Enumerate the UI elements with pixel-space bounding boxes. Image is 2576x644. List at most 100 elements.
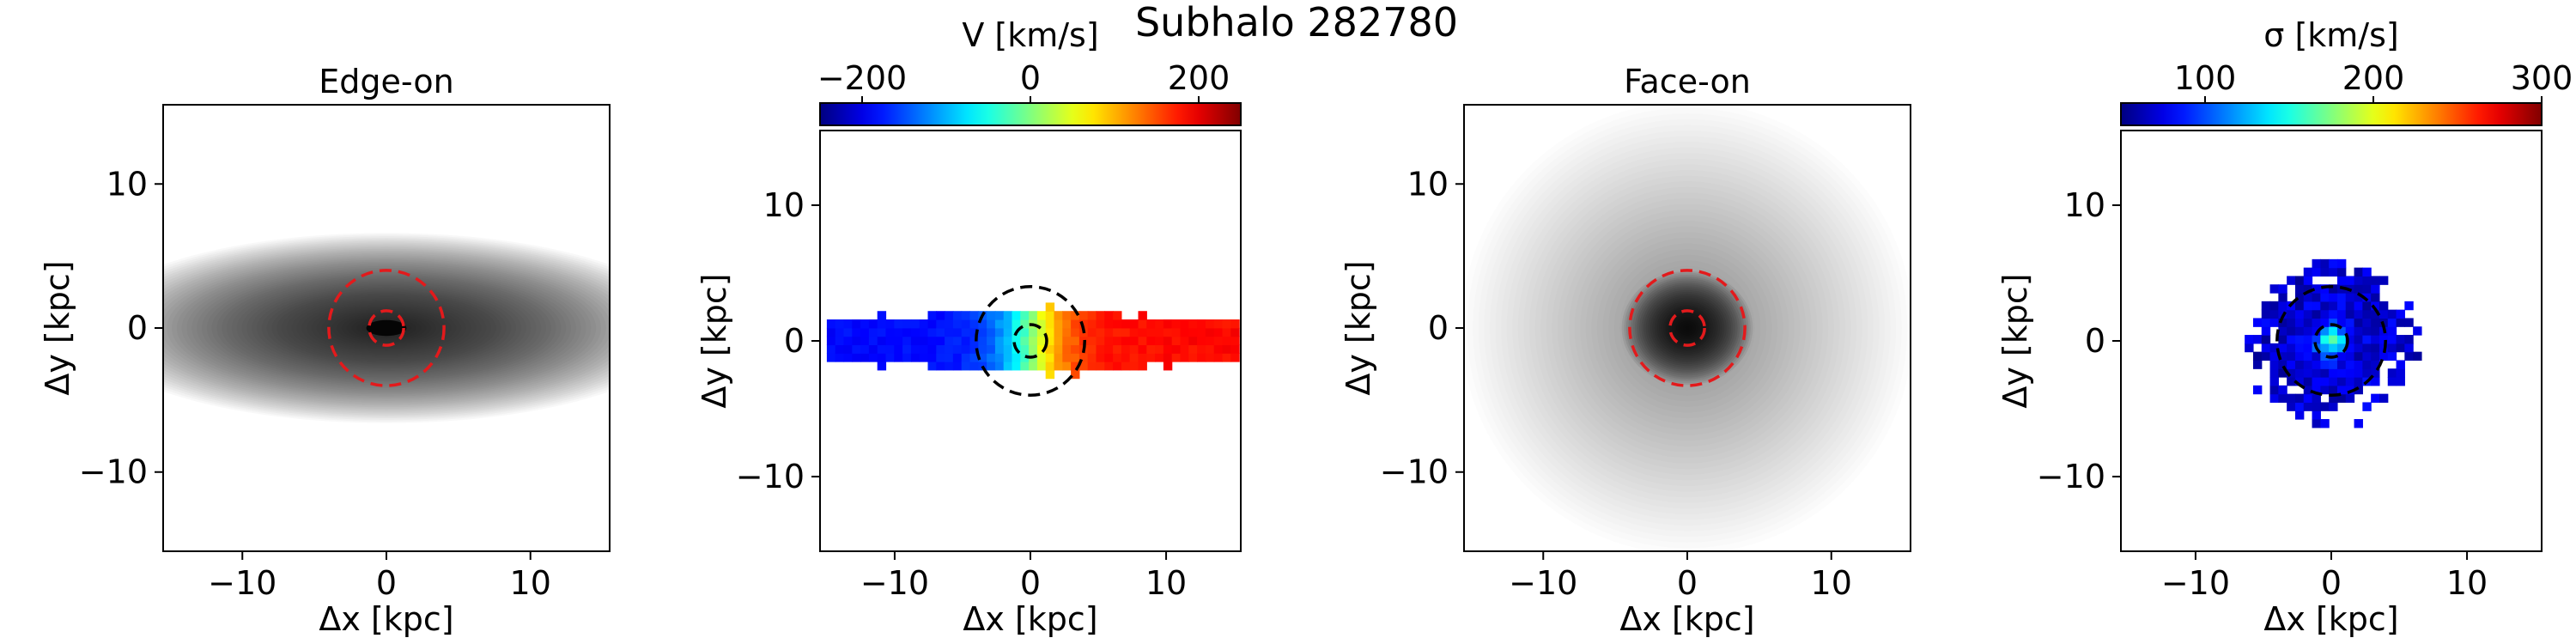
velocity-pixel — [919, 327, 929, 337]
velocity-pixel — [1096, 327, 1105, 337]
velocity-pixel — [1003, 361, 1013, 371]
velocity-pixel — [1129, 336, 1139, 346]
velocity-pixel — [1129, 319, 1139, 329]
velocity-pixel — [1113, 327, 1122, 337]
dispersion-pixel — [2413, 326, 2422, 336]
density-core — [1678, 320, 1697, 336]
velocity-pixel — [1054, 344, 1063, 354]
colorbar-tick-label: −200 — [817, 59, 907, 97]
velocity-pixel — [927, 319, 937, 329]
dispersion-pixel — [2287, 335, 2296, 344]
dispersion-pixel — [2336, 377, 2347, 386]
colorbar-tick-label: 0 — [1020, 59, 1041, 97]
dispersion-pixel — [2371, 326, 2380, 336]
dispersion-pixel — [2320, 351, 2330, 361]
dispersion-pixel — [2329, 335, 2338, 344]
density-core — [1624, 272, 1751, 384]
dispersion-pixel — [2320, 402, 2330, 411]
dispersion-pixel — [2396, 335, 2405, 344]
velocity-pixel — [1163, 327, 1173, 337]
dispersion-pixel — [2329, 301, 2338, 311]
density-core — [1621, 270, 1753, 386]
dispersion-pixel — [2387, 318, 2397, 327]
dispersion-pixel — [2320, 335, 2330, 344]
density-core — [1643, 289, 1731, 367]
velocity-pixel — [835, 336, 845, 346]
velocity-pixel — [952, 311, 963, 320]
velocity-pixel — [936, 311, 945, 320]
dispersion-pixel — [2278, 360, 2287, 369]
dispersion-pixel — [2387, 326, 2397, 336]
velocity-pixel — [1205, 344, 1215, 354]
dispersion-pixel — [2278, 318, 2287, 327]
dispersion-pixel — [2354, 267, 2363, 277]
y-tick-label: 0 — [1428, 309, 1449, 347]
velocity-pixel — [987, 361, 996, 371]
dispersion-pixel — [2294, 393, 2305, 404]
velocity-pixel — [852, 319, 861, 329]
velocity-pixel — [835, 327, 845, 337]
velocity-pixel — [1096, 344, 1105, 354]
velocity-pixel — [945, 319, 954, 329]
dispersion-pixel — [2379, 276, 2389, 285]
dispersion-pixel — [2354, 343, 2363, 353]
dispersion-pixel — [2362, 293, 2372, 302]
dispersion-pixel — [2261, 351, 2271, 361]
x-axis-label: Δx [kpc] — [963, 600, 1097, 638]
dispersion-pixel — [2345, 301, 2355, 311]
dispersion-pixel — [2303, 318, 2313, 327]
dispersion-pixel — [2287, 351, 2296, 361]
velocity-pixel — [961, 311, 971, 320]
velocity-pixel — [860, 327, 870, 337]
density-core — [1665, 308, 1710, 348]
density-core — [1641, 288, 1734, 368]
velocity-pixel — [961, 353, 971, 362]
colorbar-tick-label: 200 — [1168, 59, 1230, 97]
velocity-pixel — [961, 319, 971, 329]
dispersion-pixel — [2336, 258, 2347, 269]
velocity-pixel — [1222, 353, 1231, 362]
heatmap-image — [366, 319, 407, 337]
dispersion-pixel — [2345, 351, 2355, 361]
velocity-pixel — [902, 344, 912, 354]
velocity-pixel — [1003, 336, 1013, 346]
dispersion-pixel — [2320, 385, 2330, 395]
dispersion-pixel — [2371, 284, 2380, 294]
dispersion-pixel — [2336, 309, 2347, 319]
colorbar-label: V [km/s] — [962, 16, 1098, 54]
velocity-pixel — [1054, 319, 1063, 329]
dispersion-pixel — [2287, 393, 2296, 404]
dispersion-pixel — [2303, 276, 2313, 285]
velocity-pixel — [1012, 361, 1021, 371]
velocity-pixel — [1036, 344, 1047, 354]
velocity-pixel — [1155, 319, 1164, 329]
velocity-pixel — [1020, 311, 1030, 320]
y-axis-label: Δy [kpc] — [1340, 260, 1377, 395]
colorbar-tick-label: 100 — [2174, 59, 2237, 97]
velocity-pixel — [969, 344, 979, 354]
velocity-pixel — [1036, 327, 1047, 337]
velocity-pixel — [843, 327, 853, 337]
dispersion-pixel — [2354, 309, 2363, 319]
velocity-pixel — [1155, 353, 1164, 362]
velocity-pixel — [1163, 319, 1173, 329]
dispersion-pixel — [2329, 402, 2338, 411]
velocity-pixel — [1213, 327, 1224, 337]
velocity-pixel — [1113, 319, 1122, 329]
dispersion-pixel — [2303, 351, 2313, 361]
velocity-pixel — [1213, 344, 1224, 354]
dispersion-pixel — [2261, 309, 2271, 319]
velocity-pixel — [945, 311, 954, 320]
velocity-pixel — [1171, 327, 1182, 337]
velocity-pixel — [1104, 336, 1114, 346]
aperture-circle-2 — [1012, 323, 1048, 359]
dispersion-pixel — [2294, 276, 2305, 285]
velocity-pixel — [961, 361, 971, 371]
aperture-circle-1 — [327, 269, 446, 387]
velocity-pixel — [1113, 361, 1122, 371]
velocity-pixel — [1213, 336, 1224, 346]
dispersion-pixel — [2303, 335, 2313, 344]
density-core — [1628, 276, 1747, 380]
density-core — [1668, 311, 1707, 345]
velocity-pixel — [936, 353, 945, 362]
